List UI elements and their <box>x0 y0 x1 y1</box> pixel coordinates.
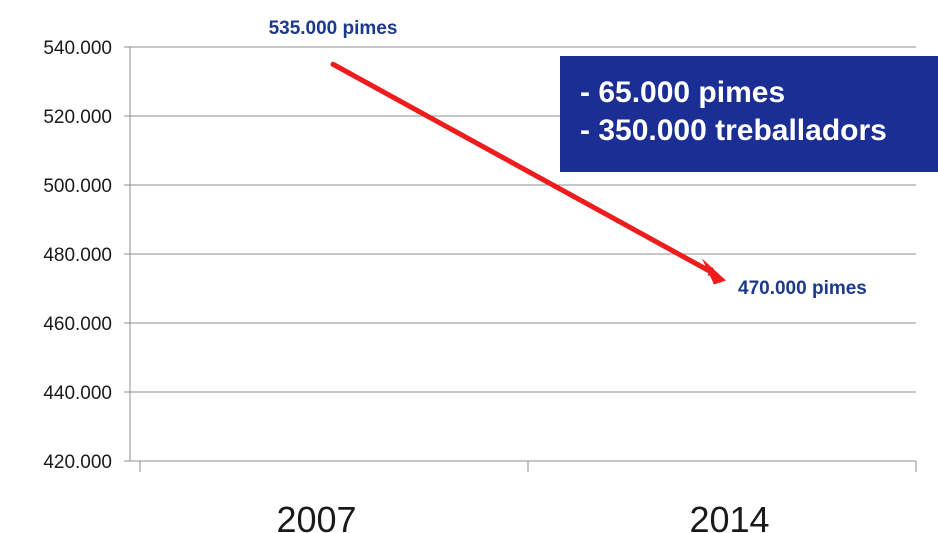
arrowhead-icon <box>702 258 726 285</box>
callout-line-pimes: - 65.000 pimes <box>580 76 786 109</box>
y-tick-label: 520.000 <box>43 107 112 128</box>
data-labels: 535.000 pimes 470.000 pimes <box>269 18 867 299</box>
y-tick-label: 460.000 <box>43 314 112 335</box>
gridlines <box>130 46 916 393</box>
callout-box: - 65.000 pimes - 350.000 treballadors <box>560 56 938 172</box>
y-axis: 420.000 440.000 460.000 480.000 500.000 520.0… <box>43 38 131 473</box>
x-tick-label: 2014 <box>689 499 769 533</box>
x-tick-label: 2007 <box>276 499 356 533</box>
x-axis: 2007 2014 <box>130 460 917 533</box>
y-tick-label: 440.000 <box>43 383 112 404</box>
trend-arrow <box>330 61 719 276</box>
series-layer <box>330 61 726 285</box>
data-label-2007: 535.000 pimes <box>269 18 398 39</box>
y-tick-label: 420.000 <box>43 452 112 473</box>
y-tick-label: 540.000 <box>43 38 112 59</box>
y-tick-label: 500.000 <box>43 176 112 197</box>
data-label-2014: 470.000 pimes <box>738 278 867 299</box>
y-tick-label: 480.000 <box>43 245 112 266</box>
callout-line-treballadors: - 350.000 treballadors <box>580 114 887 147</box>
